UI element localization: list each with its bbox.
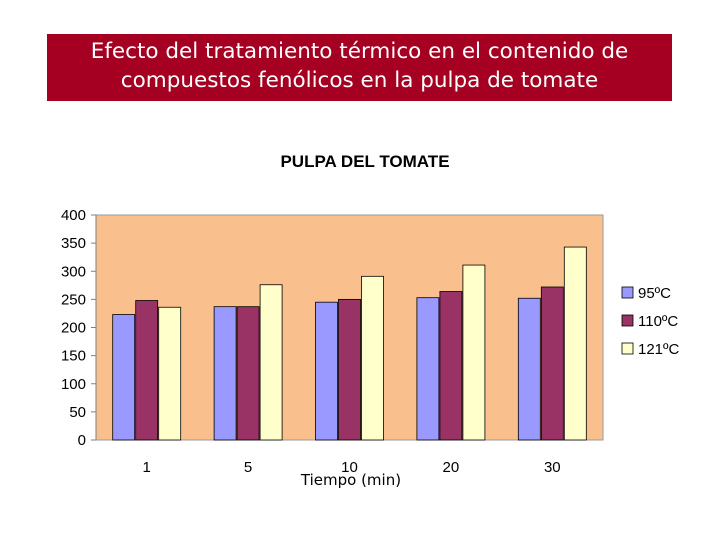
x-tick-label: 20 (443, 459, 460, 476)
legend: 95ºC 110ºC 121ºC (621, 285, 680, 358)
x-axis-title: Tiempo (min) (300, 471, 401, 489)
bar-121ºC-20 (462, 264, 486, 441)
bars-group (112, 246, 587, 441)
bar-95ºC-20 (416, 297, 440, 441)
y-tick-label: 0 (78, 432, 86, 449)
legend-swatch (621, 286, 634, 299)
slide-title-line-1: Efecto del tratamiento térmico en el con… (90, 39, 629, 64)
bar-110ºC-10 (338, 298, 361, 441)
legend-label: 121ºC (638, 341, 680, 358)
bar-121ºC-10 (361, 275, 384, 441)
bar-121ºC-1 (158, 306, 182, 441)
bar-95ºC-30 (517, 297, 541, 441)
legend-swatch (621, 314, 634, 327)
bar-110ºC-20 (439, 291, 463, 441)
legend-label: 110ºC (638, 313, 678, 330)
y-tick-label: 200 (61, 320, 86, 337)
y-tick-label: 300 (61, 263, 86, 280)
bar-110ºC-5 (236, 306, 260, 441)
bar-121ºC-5 (259, 284, 283, 441)
legend-label: 95ºC (638, 285, 671, 302)
bar-95ºC-5 (213, 306, 237, 441)
y-tick-label: 150 (61, 348, 86, 365)
x-tick-label: 10 (341, 459, 358, 476)
x-tick-label: 30 (544, 459, 561, 476)
y-axis-ticks: 0 50 100 150 200 250 300 350 400 (61, 207, 96, 449)
bar-95ºC-10 (315, 301, 338, 441)
bar-121ºC-30 (563, 246, 587, 441)
y-tick-label: 350 (61, 235, 86, 252)
legend-swatch (621, 342, 634, 355)
y-tick-label: 400 (61, 207, 86, 224)
bar-95ºC-1 (112, 314, 136, 441)
y-tick-label: 100 (61, 376, 86, 393)
chart-title: PULPA DEL TOMATE (280, 152, 450, 171)
slide-title-line-2: compuestos fenólicos en la pulpa de toma… (120, 68, 599, 93)
x-tick-label: 5 (244, 459, 252, 476)
x-axis-tick-labels: 1 5 10 20 30 (143, 459, 561, 476)
slide-title-banner: Efecto del tratamiento térmico en el con… (47, 34, 672, 101)
y-tick-label: 50 (69, 404, 86, 421)
bar-110ºC-1 (135, 300, 159, 441)
bar-110ºC-30 (540, 286, 564, 441)
y-tick-label: 250 (61, 291, 86, 308)
x-tick-label: 1 (143, 459, 151, 476)
